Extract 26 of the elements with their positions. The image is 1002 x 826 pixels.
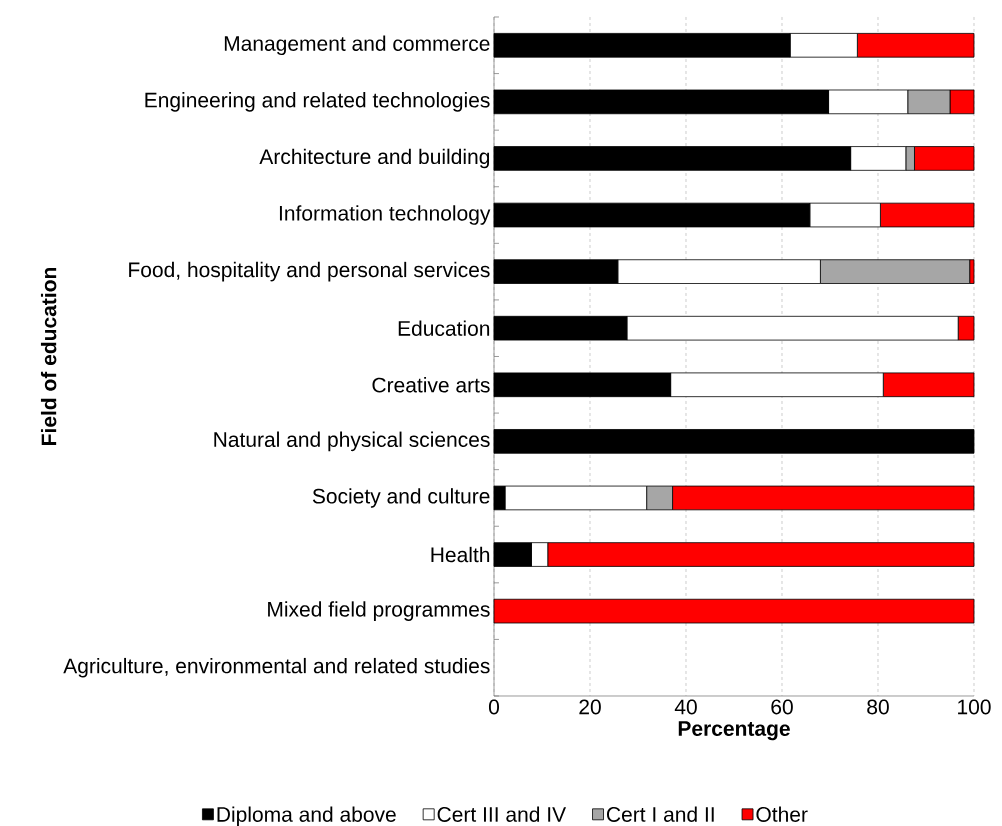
- bar: [493, 598, 975, 624]
- y-tick-label: Health: [431, 546, 490, 563]
- x-tick-label: 20: [579, 699, 601, 715]
- legend-label: Diploma and above: [217, 806, 396, 826]
- x-tick-label: 100: [958, 699, 991, 715]
- y-tick-label: Mixed field programmes: [268, 601, 490, 621]
- y-tick-label: Education: [398, 320, 490, 336]
- x-tick-label: 60: [771, 699, 793, 715]
- y-tick-label: Engineering and related technologies: [145, 92, 490, 112]
- legend-label: Cert I and II: [606, 806, 714, 822]
- x-axis-title: Percentage: [678, 721, 790, 741]
- y-tick-label: Architecture and building: [259, 148, 490, 169]
- y-tick-label: Information technology: [279, 205, 491, 225]
- x-tick-label: 0: [488, 699, 500, 715]
- x-tick-label: 40: [674, 699, 697, 715]
- y-tick-label: Food, hospitality and personal services: [129, 261, 490, 282]
- x-tick-label: 80: [867, 699, 889, 715]
- legend-label: Cert III and IV: [437, 806, 567, 822]
- y-axis-title: Field of education: [40, 267, 57, 445]
- y-tick-label: Agriculture, environmental and related studies: [63, 657, 490, 678]
- legend-label: Other: [756, 806, 808, 822]
- y-tick-label: Management and commerce: [224, 35, 490, 56]
- y-tick-label: Natural and physical sciences: [214, 431, 490, 452]
- y-tick-label: Creative arts: [372, 377, 490, 393]
- bar: [493, 429, 975, 454]
- y-tick-label: Society and culture: [312, 488, 490, 508]
